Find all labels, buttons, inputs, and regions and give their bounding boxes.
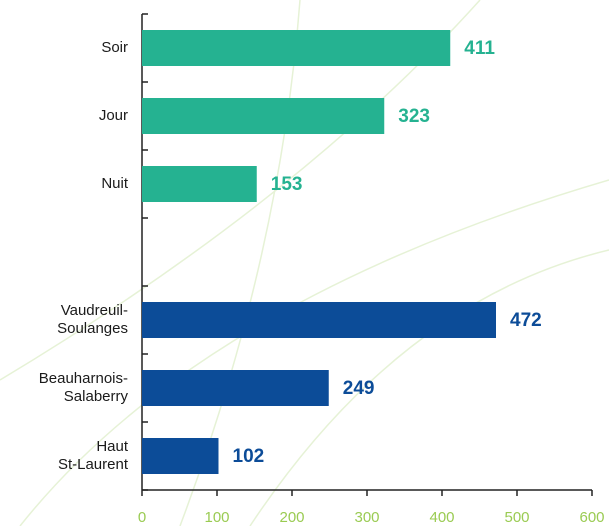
value-label: 153 xyxy=(271,174,303,195)
x-tick-label: 500 xyxy=(504,509,529,526)
y-tick-label: Beauharnois-Salaberry xyxy=(39,370,129,405)
bar xyxy=(142,30,451,66)
x-tick-label: 100 xyxy=(204,509,229,526)
y-tick-label: Soir xyxy=(101,39,128,56)
y-tick-label: Nuit xyxy=(101,175,129,192)
bar xyxy=(142,166,257,202)
value-label: 323 xyxy=(398,106,430,127)
x-tick-label: 200 xyxy=(279,509,304,526)
x-tick-label: 0 xyxy=(138,509,146,526)
value-label: 472 xyxy=(510,310,542,331)
value-label: 249 xyxy=(343,378,375,399)
value-label: 102 xyxy=(233,446,265,467)
y-tick-label: Haut St-Laurent xyxy=(58,438,129,473)
y-tick-label: Vaudreuil-Soulanges xyxy=(57,302,128,337)
bar xyxy=(142,302,496,338)
value-label: 411 xyxy=(464,38,495,59)
bar xyxy=(142,98,385,134)
x-tick-label: 600 xyxy=(579,509,604,526)
bar xyxy=(142,370,329,406)
y-tick-label: Jour xyxy=(99,107,128,124)
bar xyxy=(142,438,219,474)
x-tick-label: 400 xyxy=(429,509,454,526)
x-tick-label: 300 xyxy=(354,509,379,526)
